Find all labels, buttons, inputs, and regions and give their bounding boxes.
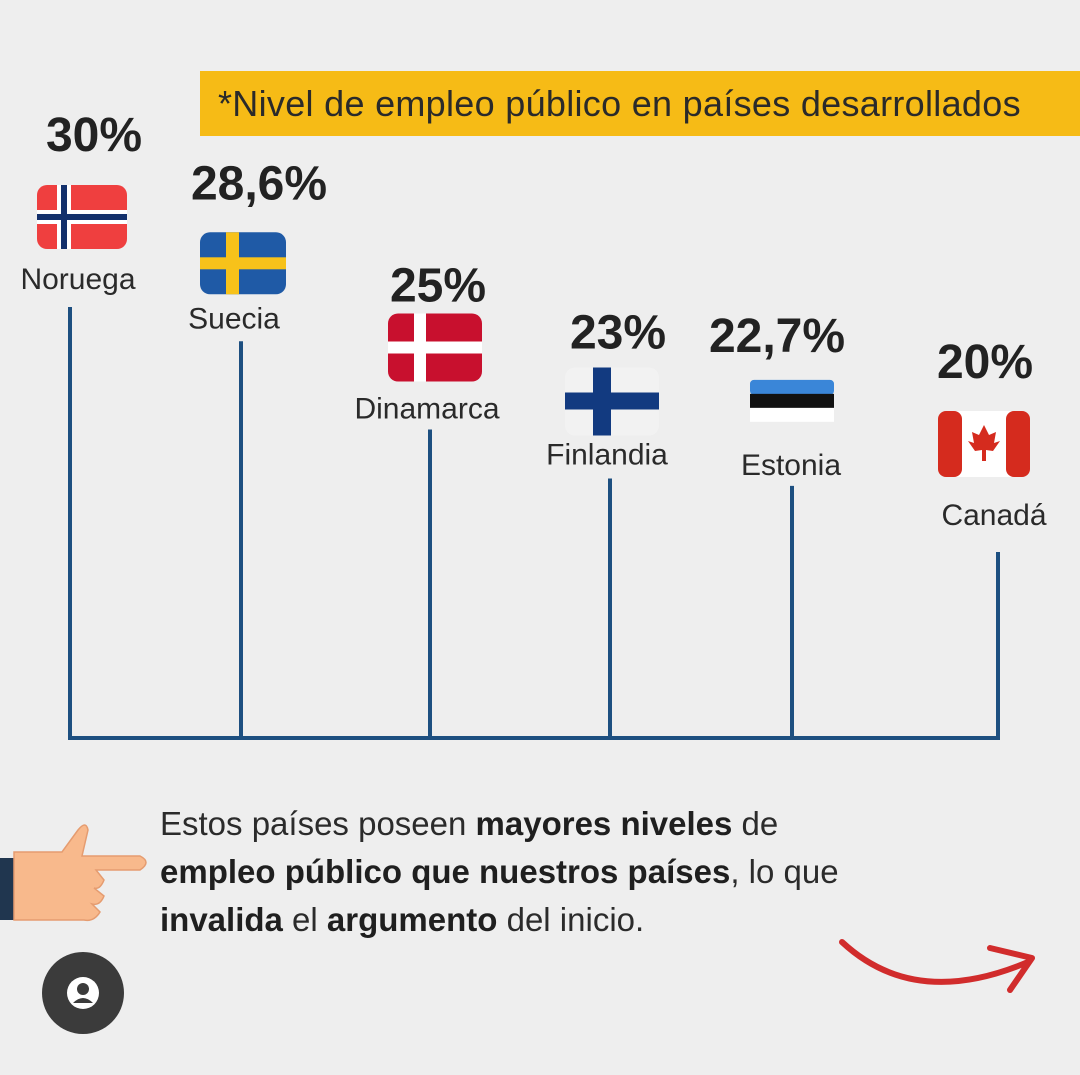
pointing-hand-icon <box>0 824 147 922</box>
value-label: 28,6% <box>191 157 327 210</box>
value-label: 23% <box>570 307 666 360</box>
sweden-flag <box>200 232 286 295</box>
norway-flag <box>37 185 127 249</box>
caption-text-1: Estos países poseen <box>160 805 476 842</box>
chart-title: *Nivel de empleo público en países desar… <box>218 82 1021 124</box>
canada-flag <box>938 411 1030 477</box>
caption-bold-3: invalida <box>160 901 283 938</box>
finland-flag <box>565 367 659 436</box>
caption-text-2: de <box>732 805 779 842</box>
value-label: 22,7% <box>709 310 845 363</box>
curved-arrow-icon <box>839 939 1035 993</box>
estonia-flag <box>750 379 834 422</box>
caption-bold-4: argumento <box>326 901 498 938</box>
title-banner: *Nivel de empleo público en países desar… <box>200 71 1080 136</box>
caption-text: Estos países poseen mayores niveles de e… <box>160 800 880 944</box>
caption-text-4: el <box>282 901 327 938</box>
denmark-flag <box>388 313 482 382</box>
category-label: Finlandia <box>546 439 668 472</box>
avatar-button[interactable] <box>42 952 124 1034</box>
caption-text-5: del inicio. <box>497 901 645 938</box>
category-label: Noruega <box>20 263 135 296</box>
value-label: 25% <box>390 260 486 313</box>
category-label: Dinamarca <box>354 393 499 426</box>
category-label: Estonia <box>741 449 841 482</box>
caption-bold-2: empleo público que nuestros países <box>160 853 731 890</box>
value-label: 20% <box>937 336 1033 389</box>
caption-text-3: , lo que <box>730 853 839 890</box>
category-label: Suecia <box>188 302 280 335</box>
user-avatar-icon <box>67 977 99 1009</box>
caption-bold-1: mayores niveles <box>475 805 733 842</box>
category-label: Canadá <box>941 499 1046 532</box>
value-label: 30% <box>46 109 142 162</box>
